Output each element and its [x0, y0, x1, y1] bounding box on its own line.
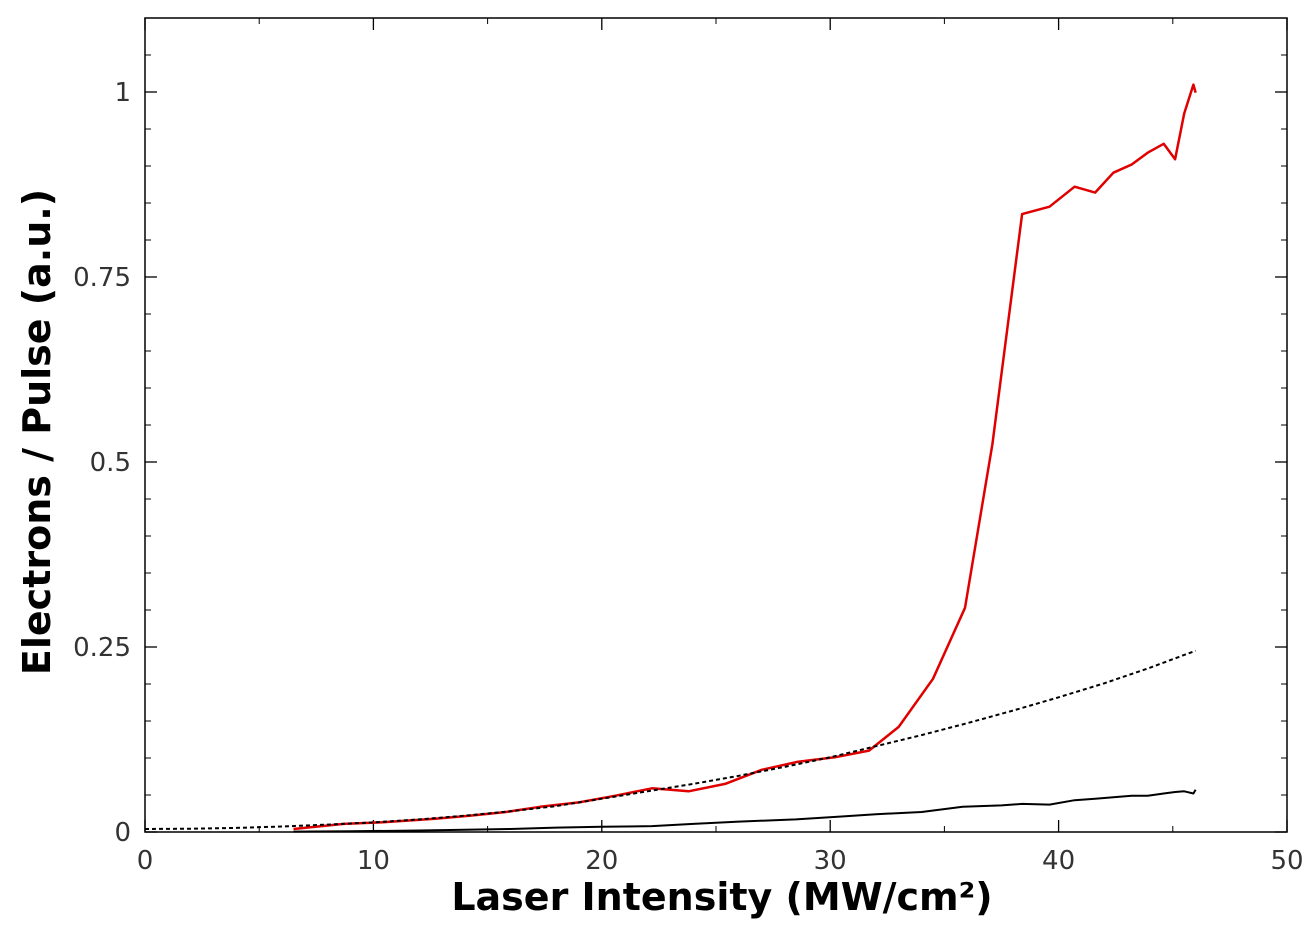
- x-tick-label: 50: [1270, 846, 1303, 876]
- plot-frame: [144, 17, 1288, 833]
- x-tick-labels: 0 10 20 30 40 50: [137, 846, 1304, 876]
- y-tick-label: 0.25: [73, 633, 131, 663]
- series-dotted-fit-line: [144, 649, 1196, 830]
- x-tick-label: 40: [1042, 846, 1075, 876]
- x-axis-title: Laser Intensity (MW/cm²): [451, 875, 992, 919]
- x-tick-label: 0: [137, 846, 154, 876]
- y-tick-label: 1: [114, 78, 131, 108]
- series-black-line: [293, 789, 1197, 833]
- y-tick-label: 0.75: [73, 263, 131, 293]
- minor-ticks: [145, 17, 1287, 832]
- series-red-line: [293, 83, 1197, 831]
- major-ticks: [144, 18, 1288, 833]
- x-tick-label: 10: [357, 846, 390, 876]
- y-tick-labels: 0 0.25 0.5 0.75 1: [73, 78, 131, 848]
- x-tick-label: 30: [814, 846, 847, 876]
- y-tick-label: 0: [114, 818, 131, 848]
- y-axis-title: Electrons / Pulse (a.u.): [15, 189, 59, 675]
- x-tick-label: 20: [585, 846, 618, 876]
- series-layer: [144, 83, 1197, 833]
- y-tick-label: 0.5: [90, 448, 131, 478]
